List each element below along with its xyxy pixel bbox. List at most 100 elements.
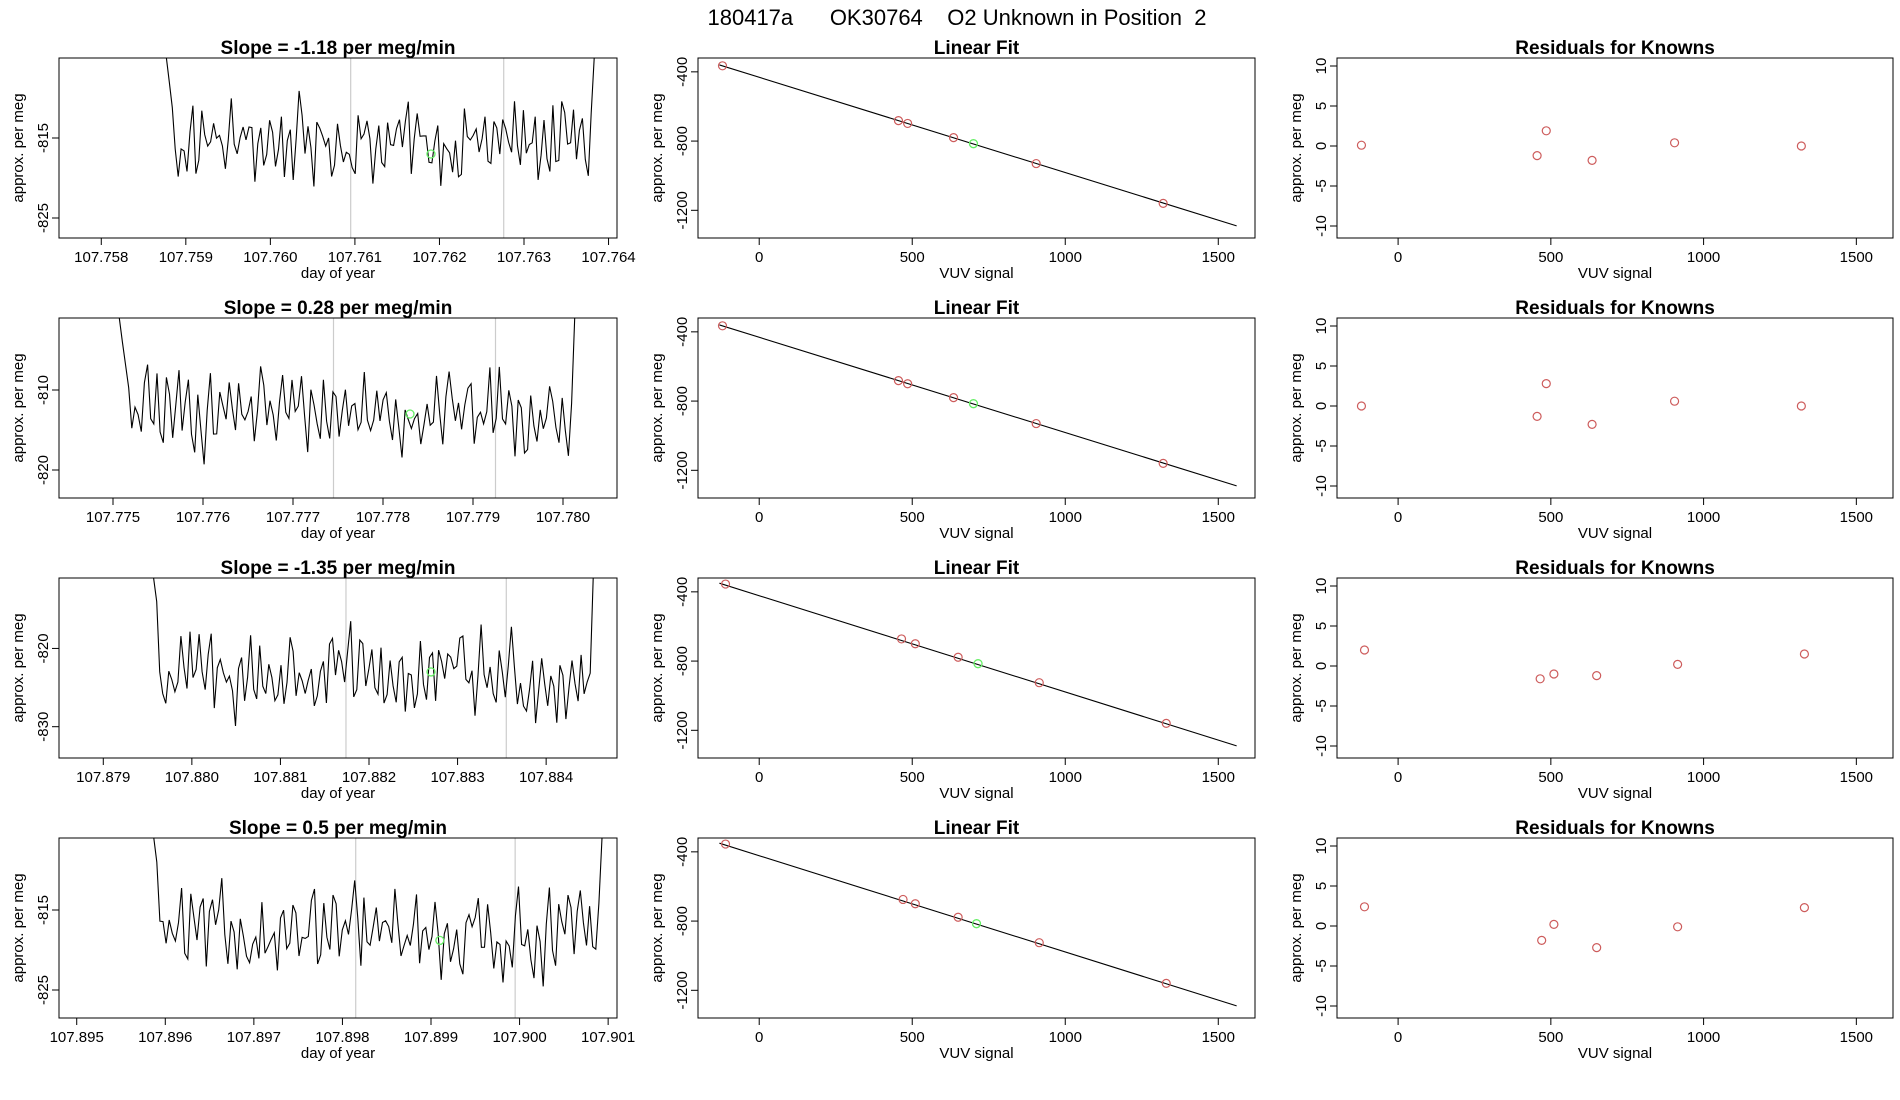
residual-point-6 <box>1799 649 1810 659</box>
panel-title: Linear Fit <box>934 558 1020 579</box>
x-tick-label: 0 <box>755 769 763 786</box>
x-tick-label: 107.779 <box>446 509 500 526</box>
unknown-point <box>435 935 445 946</box>
fit-line <box>719 582 1237 747</box>
x-tick-label: 107.764 <box>581 249 635 266</box>
x-tick-label: 1500 <box>1840 1029 1873 1046</box>
unknown-point <box>971 919 982 929</box>
residual-point-4 <box>1592 942 1602 953</box>
x-tick-label: 0 <box>1394 1029 1402 1046</box>
x-axis-label: VUV signal <box>1578 785 1652 802</box>
residual-point-6 <box>1799 902 1810 913</box>
x-tick-label: 500 <box>1538 249 1563 266</box>
x-tick-label: 107.762 <box>412 249 466 266</box>
y-tick-label: 10 <box>1313 58 1330 75</box>
known-point-3 <box>903 379 913 389</box>
y-axis-label: approx. per meg <box>649 353 666 462</box>
x-axis-label: day of year <box>301 525 375 542</box>
y-tick-label: -820 <box>35 633 52 663</box>
x-tick-label: 107.879 <box>76 769 130 786</box>
x-tick-label: 1500 <box>1202 249 1235 266</box>
known-point-4 <box>953 652 963 662</box>
y-axis-label: approx. per meg <box>1288 613 1305 722</box>
plot-area <box>1356 126 1806 165</box>
panel-residuals-row-4: Residuals for Knowns 0 500 1000 1500 VUV sign… <box>1288 818 1894 1062</box>
series-line <box>153 838 603 987</box>
known-point-6 <box>1161 978 1171 988</box>
x-tick-label: 107.760 <box>243 249 297 266</box>
known-point-3 <box>910 639 920 649</box>
x-axis-label: day of year <box>301 265 375 282</box>
panel-title: Linear Fit <box>934 818 1020 839</box>
residual-point-2 <box>1532 411 1542 421</box>
series-line <box>118 318 576 465</box>
known-point-3 <box>910 899 920 909</box>
y-axis-label: approx. per meg <box>10 873 27 982</box>
plot-frame <box>1336 317 1894 499</box>
x-tick-label: 0 <box>1394 769 1402 786</box>
x-tick-label: 107.899 <box>404 1029 458 1046</box>
unknown-point <box>968 139 979 149</box>
y-tick-label: -800 <box>674 646 691 676</box>
panel-timeseries-row-3: Slope = -1.35 per meg/min 107.879 107.880 1… <box>10 558 618 802</box>
y-tick-label: 5 <box>1313 102 1330 110</box>
x-tick-label: 0 <box>755 249 763 266</box>
plot-area <box>153 578 594 758</box>
y-tick-label: -5 <box>1313 439 1330 452</box>
known-point-1 <box>717 61 728 71</box>
y-tick-label: -10 <box>1313 735 1330 757</box>
x-axis-label: VUV signal <box>939 265 1013 282</box>
plot-frame <box>697 837 1256 1019</box>
x-tick-label: 1000 <box>1049 509 1082 526</box>
x-tick-label: 1000 <box>1049 1029 1082 1046</box>
panel-title: Residuals for Knowns <box>1515 38 1715 59</box>
panel-linear-fit-row-3: Linear Fit 0 500 1000 1500 VUV signal -400 -800… <box>649 558 1256 802</box>
known-point-2 <box>898 894 908 905</box>
known-point-5 <box>1031 158 1041 169</box>
known-point-5 <box>1034 678 1044 688</box>
y-axis-label: approx. per meg <box>649 93 666 202</box>
plot-area <box>1356 379 1806 429</box>
x-tick-label: 1500 <box>1202 1029 1235 1046</box>
x-tick-label: 500 <box>1538 509 1563 526</box>
y-axis-label: approx. per meg <box>1288 93 1305 202</box>
known-point-2 <box>893 376 904 386</box>
panels: Slope = -1.18 per meg/min 107.758 107.759 1… <box>10 38 1894 1062</box>
known-point-5 <box>1031 418 1041 429</box>
plot-area <box>719 839 1237 1007</box>
y-axis-label: approx. per meg <box>1288 353 1305 462</box>
x-tick-label: 1500 <box>1202 769 1235 786</box>
x-tick-label: 0 <box>755 509 763 526</box>
y-tick-label: -1200 <box>674 451 691 489</box>
unknown-point <box>405 409 415 419</box>
plot-area <box>1359 645 1810 684</box>
y-tick-label: -5 <box>1313 699 1330 712</box>
y-tick-label: -830 <box>35 712 52 742</box>
panel-residuals-row-2: Residuals for Knowns 0 500 1000 1500 VUV sign… <box>1288 298 1894 542</box>
y-tick-label: -825 <box>35 203 52 233</box>
panel-timeseries-row-2: Slope = 0.28 per meg/min 107.775 107.776 10… <box>10 298 618 542</box>
x-tick-label: 1000 <box>1687 1029 1720 1046</box>
x-tick-label: 1500 <box>1840 509 1873 526</box>
plot-frame <box>1336 57 1894 239</box>
x-tick-label: 500 <box>900 509 925 526</box>
x-tick-label: 1500 <box>1202 509 1235 526</box>
x-tick-label: 1000 <box>1687 769 1720 786</box>
panel-title: Residuals for Knowns <box>1515 558 1715 579</box>
x-tick-label: 107.775 <box>86 509 140 526</box>
plot-area <box>165 58 595 238</box>
residual-point-3 <box>1541 379 1551 389</box>
x-tick-label: 0 <box>755 1029 763 1046</box>
y-tick-label: -815 <box>35 895 52 925</box>
fit-line <box>719 842 1237 1007</box>
series-line <box>165 58 595 187</box>
residual-point-6 <box>1796 141 1806 151</box>
panel-title: Slope = -1.35 per meg/min <box>221 558 456 579</box>
plot-frame <box>58 837 618 1019</box>
y-axis-label: approx. per meg <box>10 613 27 722</box>
residual-point-3 <box>1549 669 1559 679</box>
panel-title: Residuals for Knowns <box>1515 298 1715 319</box>
x-tick-label: 500 <box>900 249 925 266</box>
panel-linear-fit-row-4: Linear Fit 0 500 1000 1500 VUV signal -400 -800… <box>649 818 1256 1062</box>
y-axis-label: approx. per meg <box>649 873 666 982</box>
